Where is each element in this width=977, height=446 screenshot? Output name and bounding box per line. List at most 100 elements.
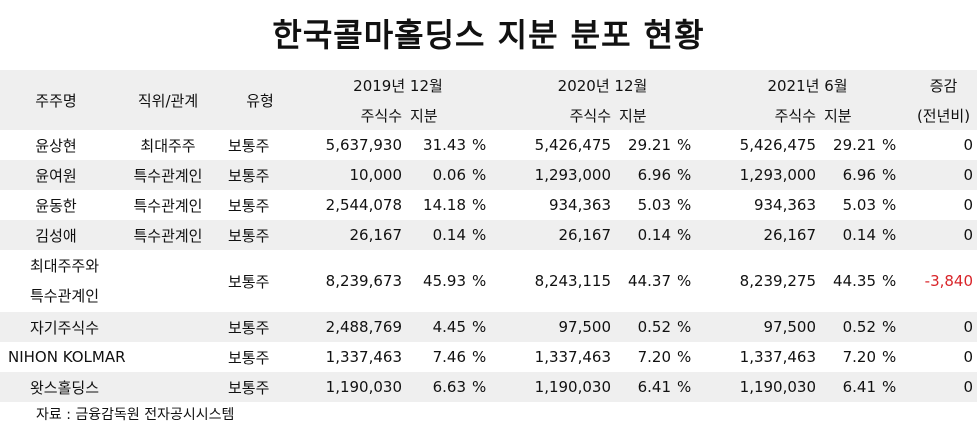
header-shares: 주식수: [500, 100, 615, 130]
stake-2020: 0.14: [615, 220, 675, 250]
relation: 특수관계인: [112, 220, 224, 250]
share-type: 보통주: [224, 372, 296, 402]
unit-2019: %: [470, 250, 500, 312]
shareholder-name: 윤상현: [0, 130, 112, 160]
stake-2020: 5.03: [615, 190, 675, 220]
stake-2020: 29.21: [615, 130, 675, 160]
share-type: 보통주: [224, 190, 296, 220]
stake-2019: 0.14: [406, 220, 470, 250]
header-period-2020: 2020년 12월: [500, 70, 705, 100]
shares-2021: 5,426,475: [705, 130, 820, 160]
unit-2020: %: [675, 372, 705, 402]
stake-2021: 0.14: [820, 220, 880, 250]
unit-2020: %: [675, 312, 705, 342]
stake-2021: 29.21: [820, 130, 880, 160]
share-type: 보통주: [224, 220, 296, 250]
header-shares: 주식수: [296, 100, 406, 130]
shares-2021: 1,337,463: [705, 342, 820, 372]
unit-2020: %: [675, 160, 705, 190]
change-value: 0: [910, 372, 977, 402]
table-row: 윤상현 최대주주 보통주 5,637,930 31.43 % 5,426,475…: [0, 130, 977, 160]
shares-2020: 934,363: [500, 190, 615, 220]
stake-2021: 6.41: [820, 372, 880, 402]
shareholder-name: 윤여원: [0, 160, 112, 190]
header-period-2021: 2021년 6월: [705, 70, 911, 100]
unit-2019: %: [470, 220, 500, 250]
relation: 최대주주: [112, 130, 224, 160]
shares-2019: 2,544,078: [296, 190, 406, 220]
unit-2021: %: [880, 250, 911, 312]
stake-2020: 6.96: [615, 160, 675, 190]
shares-2020: 1,337,463: [500, 342, 615, 372]
unit-2019: %: [470, 312, 500, 342]
share-type: 보통주: [224, 130, 296, 160]
unit-2021: %: [880, 372, 911, 402]
shares-2019: 5,637,930: [296, 130, 406, 160]
shares-2019: 26,167: [296, 220, 406, 250]
shares-2020: 97,500: [500, 312, 615, 342]
relation: 특수관계인: [112, 160, 224, 190]
table-row: 윤여원 특수관계인 보통주 10,000 0.06 % 1,293,000 6.…: [0, 160, 977, 190]
shareholder-name: 김성애: [0, 220, 112, 250]
stake-2021: 44.35: [820, 250, 880, 312]
shares-2020: 26,167: [500, 220, 615, 250]
unit-2019: %: [470, 342, 500, 372]
shares-2020: 8,243,115: [500, 250, 615, 312]
stake-2019: 45.93: [406, 250, 470, 312]
change-value: 0: [910, 190, 977, 220]
unit-2019: %: [470, 160, 500, 190]
shares-2019: 1,190,030: [296, 372, 406, 402]
shares-2021: 1,293,000: [705, 160, 820, 190]
shares-2019: 1,337,463: [296, 342, 406, 372]
header-stake: 지분: [820, 100, 911, 130]
unit-2020: %: [675, 190, 705, 220]
shares-2021: 97,500: [705, 312, 820, 342]
stake-2019: 0.06: [406, 160, 470, 190]
share-type: 보통주: [224, 250, 296, 312]
share-type: 보통주: [224, 160, 296, 190]
header-position: 직위/관계: [112, 70, 224, 130]
change-value: 0: [910, 342, 977, 372]
stake-2019: 14.18: [406, 190, 470, 220]
unit-2019: %: [470, 372, 500, 402]
header-change-basis: (전년비): [910, 100, 977, 130]
stake-2020: 7.20: [615, 342, 675, 372]
stake-2019: 31.43: [406, 130, 470, 160]
unit-2021: %: [880, 342, 911, 372]
stake-2019: 7.46: [406, 342, 470, 372]
stake-2020: 0.52: [615, 312, 675, 342]
stake-2021: 5.03: [820, 190, 880, 220]
unit-2021: %: [880, 130, 911, 160]
unit-2021: %: [880, 190, 911, 220]
shares-2019: 2,488,769: [296, 312, 406, 342]
unit-2020: %: [675, 130, 705, 160]
change-value: 0: [910, 160, 977, 190]
unit-2019: %: [470, 130, 500, 160]
header-change: 증감: [910, 70, 977, 100]
shares-2019: 10,000: [296, 160, 406, 190]
stake-2020: 6.41: [615, 372, 675, 402]
shares-2021: 8,239,275: [705, 250, 820, 312]
shareholder-name: 자기주식수: [0, 312, 224, 342]
unit-2020: %: [675, 342, 705, 372]
stake-2019: 4.45: [406, 312, 470, 342]
table-row: 자기주식수 보통주 2,488,769 4.45 % 97,500 0.52 %…: [0, 312, 977, 342]
shares-2021: 26,167: [705, 220, 820, 250]
page-title: 한국콜마홀딩스 지분 분포 현황: [272, 16, 705, 54]
shareholder-name: NIHON KOLMAR: [0, 342, 224, 372]
change-value: 0: [910, 130, 977, 160]
unit-2020: %: [675, 250, 705, 312]
header-type: 유형: [224, 70, 296, 130]
stake-2020: 44.37: [615, 250, 675, 312]
shareholder-name: 왓스홀딩스: [0, 372, 224, 402]
header-stake: 지분: [406, 100, 500, 130]
stake-2019: 6.63: [406, 372, 470, 402]
shares-2020: 1,190,030: [500, 372, 615, 402]
table-row: 왓스홀딩스 보통주 1,190,030 6.63 % 1,190,030 6.4…: [0, 372, 977, 402]
shareholder-name-line1: 최대주주와: [30, 257, 100, 275]
table-row: 윤동한 특수관계인 보통주 2,544,078 14.18 % 934,363 …: [0, 190, 977, 220]
shareholder-name-line2: 특수관계인: [30, 287, 100, 305]
shareholding-table: 주주명 직위/관계 유형 2019년 12월 2020년 12월 2021년 6…: [0, 70, 977, 402]
shares-2020: 1,293,000: [500, 160, 615, 190]
